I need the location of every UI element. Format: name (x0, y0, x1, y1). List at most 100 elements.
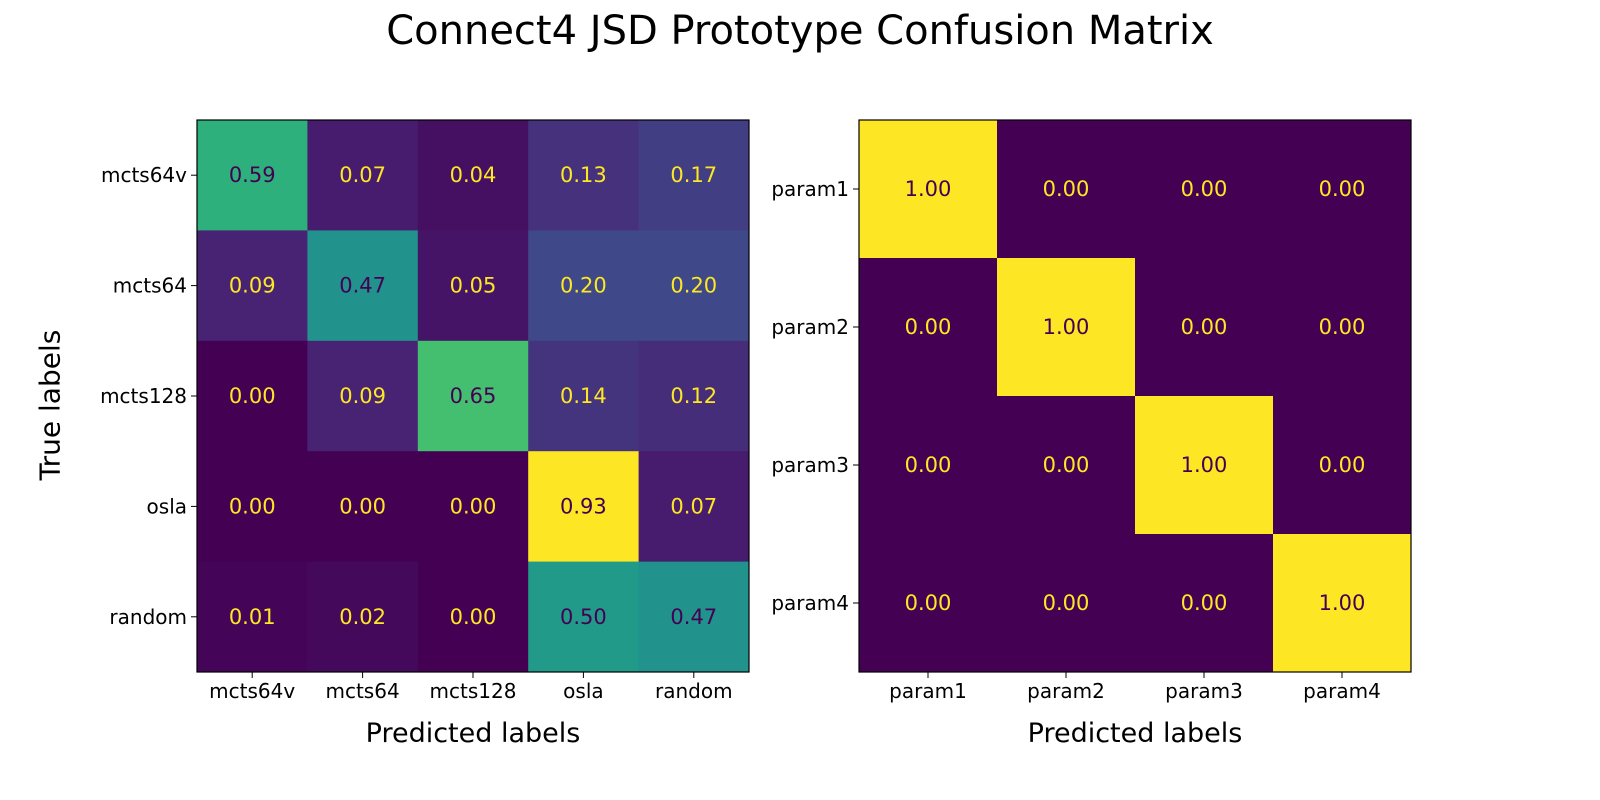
x-axis-label: Predicted labels (1028, 718, 1243, 749)
heatmap-cell (1273, 258, 1412, 397)
heatmap-cell (307, 340, 419, 452)
heatmap-cell (1273, 120, 1412, 259)
cell-value-label: 0.04 (450, 163, 497, 187)
cell-value-label: 0.00 (1181, 177, 1228, 201)
heatmap-cell (997, 534, 1136, 673)
cell-value-label: 1.00 (1181, 453, 1228, 477)
chart-title: Connect4 JSD Prototype Confusion Matrix (386, 8, 1214, 54)
cell-value-label: 0.00 (905, 453, 952, 477)
heatmap-cell (1135, 120, 1274, 259)
cell-value-label: 0.07 (670, 494, 717, 518)
heatmap-cell (417, 230, 529, 342)
cell-value-label: 0.00 (229, 494, 276, 518)
cell-value-label: 0.00 (339, 494, 386, 518)
x-tick-label: param1 (889, 679, 967, 703)
cell-value-label: 0.59 (229, 163, 276, 187)
cell-value-label: 0.17 (670, 163, 717, 187)
heatmap-cell (417, 561, 529, 673)
x-tick-label: mcts64 (325, 679, 399, 703)
y-tick-label: mcts64 (113, 274, 187, 298)
heatmap-cell (638, 451, 750, 563)
heatmap-cell (997, 396, 1136, 535)
heatmap-cell (859, 396, 998, 535)
cell-value-label: 0.65 (450, 384, 497, 408)
heatmap-cell (197, 340, 308, 452)
cell-value-label: 0.00 (1043, 177, 1090, 201)
heatmap-cell (1273, 534, 1412, 673)
cell-value-label: 0.20 (560, 274, 607, 298)
cell-value-label: 0.14 (560, 384, 607, 408)
cell-value-label: 0.00 (450, 605, 497, 629)
cell-value-label: 0.00 (1319, 453, 1366, 477)
heatmap-cell (1135, 396, 1274, 535)
heatmap-cell (859, 120, 998, 259)
heatmap-cell (417, 340, 529, 452)
x-tick-label: mcts128 (430, 679, 517, 703)
cell-value-label: 0.05 (450, 274, 497, 298)
heatmap-cell (1135, 534, 1274, 673)
cell-value-label: 1.00 (1319, 591, 1366, 615)
heatmap-cell (997, 120, 1136, 259)
x-tick-label: mcts64v (209, 679, 295, 703)
heatmap-cell (528, 230, 640, 342)
cell-value-label: 0.00 (229, 384, 276, 408)
heatmap-cell (638, 340, 750, 452)
y-tick-label: random (109, 605, 187, 629)
plot-frame (858, 119, 1412, 673)
cell-value-label: 0.00 (1043, 591, 1090, 615)
cell-value-label: 0.00 (1319, 177, 1366, 201)
heatmap-cell (307, 451, 419, 563)
heatmap-cell (417, 120, 529, 231)
y-tick-label: mcts64v (101, 163, 187, 187)
cell-value-label: 0.12 (670, 384, 717, 408)
heatmap-cell (417, 451, 529, 563)
cell-value-label: 0.47 (670, 605, 717, 629)
x-tick-label: osla (563, 679, 603, 703)
heatmap-cell (197, 230, 308, 342)
confusion-matrix-left: 0.59 0.07 0.04 0.13 0.17 0.09 0.47 0.05 0.20 0.20… (100, 119, 750, 749)
x-tick-label: random (655, 679, 733, 703)
cell-value-label: 0.00 (1181, 591, 1228, 615)
cell-value-label: 0.00 (450, 494, 497, 518)
y-tick-label: param3 (771, 453, 849, 477)
heatmap-cell (638, 120, 750, 231)
cell-value-label: 0.09 (339, 384, 386, 408)
heatmap-cell (997, 258, 1136, 397)
x-axis-label: Predicted labels (366, 718, 581, 749)
heatmap-cell (197, 451, 308, 563)
cell-value-label: 1.00 (905, 177, 952, 201)
heatmap-cell (638, 561, 750, 673)
x-tick-label: param2 (1027, 679, 1105, 703)
cell-value-label: 0.47 (339, 274, 386, 298)
cell-value-label: 1.00 (1043, 315, 1090, 339)
cell-value-label: 0.00 (905, 591, 952, 615)
y-tick-label: mcts128 (100, 384, 187, 408)
y-tick-label: osla (147, 494, 187, 518)
heatmap-cell (528, 561, 640, 673)
cell-value-label: 0.13 (560, 163, 607, 187)
cell-value-label: 0.09 (229, 274, 276, 298)
heatmap-cell (1135, 258, 1274, 397)
y-tick-label: param4 (771, 591, 849, 615)
cell-value-label: 0.00 (1319, 315, 1366, 339)
cell-value-label: 0.00 (1181, 315, 1228, 339)
heatmap-cell (859, 258, 998, 397)
heatmap-cell (307, 561, 419, 673)
heatmap-cell (307, 120, 419, 231)
heatmap-cell (1273, 396, 1412, 535)
cell-value-label: 0.07 (339, 163, 386, 187)
heatmap-cell (197, 561, 308, 673)
cell-value-label: 0.00 (1043, 453, 1090, 477)
heatmap-cell (307, 230, 419, 342)
cell-value-label: 0.20 (670, 274, 717, 298)
heatmap-cell (528, 340, 640, 452)
heatmap-cell (528, 451, 640, 563)
cell-value-label: 0.00 (905, 315, 952, 339)
x-tick-label: param3 (1165, 679, 1243, 703)
heatmap-cell (859, 534, 998, 673)
y-tick-label: param1 (771, 177, 849, 201)
cell-value-label: 0.93 (560, 494, 607, 518)
heatmap-cell (528, 120, 640, 231)
cell-value-label: 0.01 (229, 605, 276, 629)
